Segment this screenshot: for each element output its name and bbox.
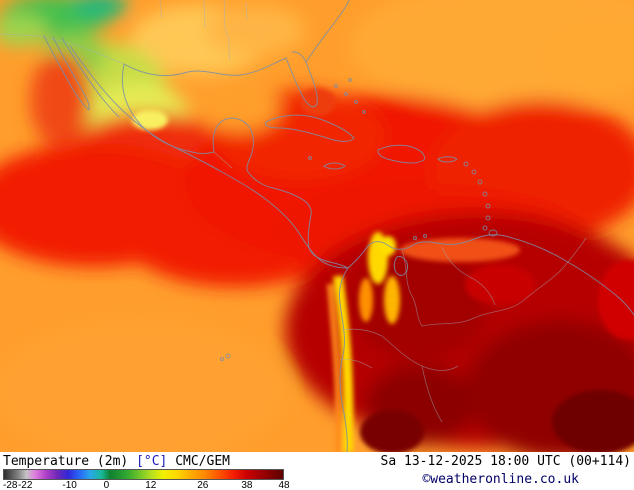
coastlines xyxy=(43,0,634,452)
temperature-field xyxy=(0,0,634,452)
weather-map-svg xyxy=(0,0,634,452)
small-islands xyxy=(220,78,498,361)
copyright: ©weatheronline.co.uk xyxy=(422,472,579,487)
tick-label: -22 xyxy=(17,480,33,490)
legend-unit: [°C] xyxy=(136,454,168,469)
temperature-detail xyxy=(132,88,634,452)
tick-label: 0 xyxy=(103,480,110,490)
legend-colorbar xyxy=(3,469,284,480)
borders xyxy=(0,0,587,423)
tick-label: -10 xyxy=(62,480,77,490)
tick-label: 48 xyxy=(278,480,290,490)
tick-label: 26 xyxy=(197,480,209,490)
tick-label: 38 xyxy=(241,480,253,490)
legend-model: CMC/GEM xyxy=(175,454,230,469)
temperature-map xyxy=(0,0,634,452)
legend-variable: Temperature (2m) xyxy=(3,454,129,469)
tick-label: -28 xyxy=(3,480,18,490)
legend-ticks: -28 -22 -10 0 12 26 38 48 xyxy=(3,480,290,490)
timestamp: Sa 13-12-2025 18:00 UTC (00+114) xyxy=(380,454,631,469)
legend-bar: Temperature (2m) [°C] CMC/GEM Sa 13-12-2… xyxy=(0,452,634,490)
tick-label: 12 xyxy=(145,480,157,490)
legend-title: Temperature (2m) [°C] CMC/GEM xyxy=(3,454,230,469)
